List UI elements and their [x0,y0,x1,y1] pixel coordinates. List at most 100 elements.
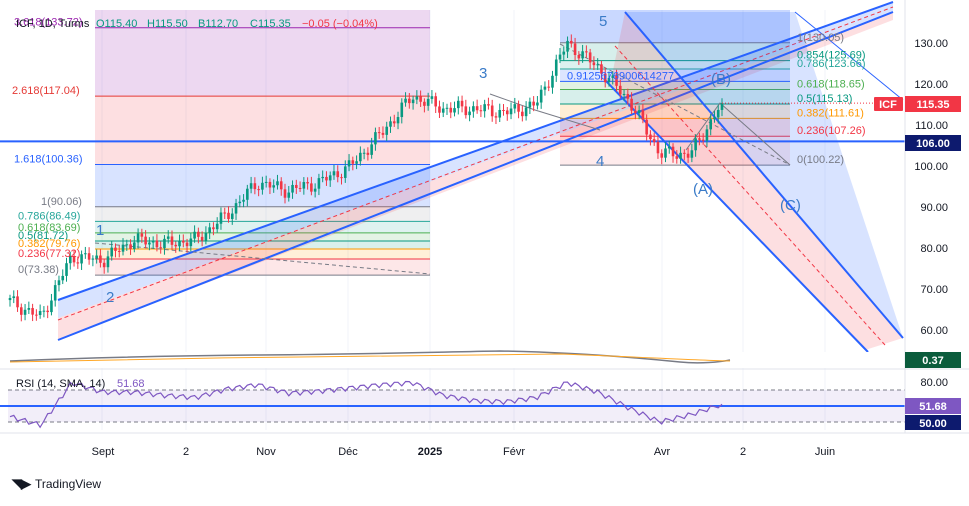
candle-body[interactable] [649,134,652,140]
candles[interactable] [8,34,905,322]
candle-body[interactable] [291,184,294,193]
candle-body[interactable] [585,51,588,53]
candle-body[interactable] [174,244,178,247]
candle-body[interactable] [615,75,618,86]
candle-body[interactable] [381,132,385,135]
candle-body[interactable] [310,183,313,192]
candle-body[interactable] [197,231,200,237]
candle-body[interactable] [298,187,302,189]
candle-body[interactable] [193,231,196,239]
candle-body[interactable] [698,138,701,140]
candle-body[interactable] [411,99,415,104]
candle-body[interactable] [532,101,535,106]
candle-body[interactable] [645,119,648,135]
candle-body[interactable] [159,247,162,249]
candle-body[interactable] [671,146,675,157]
rising-channel-upper-line[interactable] [57,1,894,301]
candle-body[interactable] [234,203,238,214]
candle-body[interactable] [483,104,486,112]
candle-body[interactable] [634,110,637,114]
candle-body[interactable] [600,64,603,74]
candle-body[interactable] [521,111,524,117]
candle-body[interactable] [95,255,98,259]
candle-body[interactable] [84,253,87,255]
candle-body[interactable] [306,182,309,184]
candle-body[interactable] [200,236,204,241]
candle-body[interactable] [713,117,716,120]
price-axis[interactable]: 130.00 120.00 110.00 100.00 90.00 80.00 … [914,38,948,389]
candle-body[interactable] [622,93,626,95]
candle-body[interactable] [370,144,373,155]
candle-body[interactable] [238,201,242,204]
candle-body[interactable] [472,106,475,112]
candle-body[interactable] [694,138,697,151]
candle-body[interactable] [272,185,276,188]
candle-body[interactable] [441,108,445,113]
candle-body[interactable] [144,236,147,245]
candle-body[interactable] [23,309,27,315]
candle-body[interactable] [219,212,223,224]
candle-body[interactable] [716,109,720,118]
candle-body[interactable] [366,152,370,155]
candle-body[interactable] [178,240,181,247]
candle-body[interactable] [189,238,193,247]
candle-body[interactable] [551,75,554,88]
candle-body[interactable] [279,181,283,190]
candle-body[interactable] [347,160,351,167]
candle-body[interactable] [110,247,114,257]
candle-body[interactable] [328,175,332,181]
candle-body[interactable] [392,121,396,124]
candle-body[interactable] [577,55,581,59]
candle-body[interactable] [675,156,679,159]
candle-body[interactable] [287,192,291,198]
candle-body[interactable] [46,310,49,313]
candle-body[interactable] [121,244,125,252]
tradingview-logo[interactable]: ◥▶ TradingView [12,476,101,492]
candle-body[interactable] [494,116,498,118]
candle-body[interactable] [630,98,633,111]
candle-body[interactable] [566,40,569,52]
candle-body[interactable] [166,236,170,239]
candle-body[interactable] [57,280,61,286]
candle-body[interactable] [445,107,449,109]
candle-body[interactable] [155,240,159,248]
candle-body[interactable] [343,166,347,178]
candle-body[interactable] [125,244,129,246]
candle-body[interactable] [415,96,419,100]
falling-channel-upper-line[interactable] [624,11,904,339]
candle-body[interactable] [408,98,411,104]
candle-body[interactable] [91,258,95,260]
candle-body[interactable] [487,104,490,106]
candle-body[interactable] [404,98,407,103]
candle-body[interactable] [456,100,460,109]
candle-body[interactable] [626,93,630,99]
candle-body[interactable] [8,298,12,301]
candle-body[interactable] [114,247,117,251]
candle-body[interactable] [385,126,389,135]
candle-body[interactable] [686,153,690,158]
candle-body[interactable] [596,64,599,66]
candle-body[interactable] [460,100,464,107]
candle-body[interactable] [423,101,426,106]
candle-body[interactable] [50,300,53,313]
candle-body[interactable] [490,105,494,117]
candle-body[interactable] [690,150,694,158]
time-axis[interactable]: Sept 2 Nov Déc 2025 Févr Avr 2 Juin [92,446,835,458]
candle-body[interactable] [204,232,208,241]
candle-body[interactable] [185,242,189,247]
candle-body[interactable] [68,255,72,264]
candle-body[interactable] [136,233,140,243]
candle-body[interactable] [664,148,667,158]
candle-body[interactable] [362,152,366,154]
candle-body[interactable] [359,152,362,162]
candle-body[interactable] [102,262,106,268]
candle-body[interactable] [434,96,437,107]
candle-body[interactable] [321,176,324,179]
candle-body[interactable] [80,254,83,264]
candle-body[interactable] [528,101,532,108]
candle-body[interactable] [543,86,547,90]
candle-body[interactable] [325,176,328,181]
candle-body[interactable] [438,106,441,113]
candle-body[interactable] [419,96,422,102]
rsi-pane[interactable]: RSI (14, SMA, 14) 51.68 [0,378,905,429]
